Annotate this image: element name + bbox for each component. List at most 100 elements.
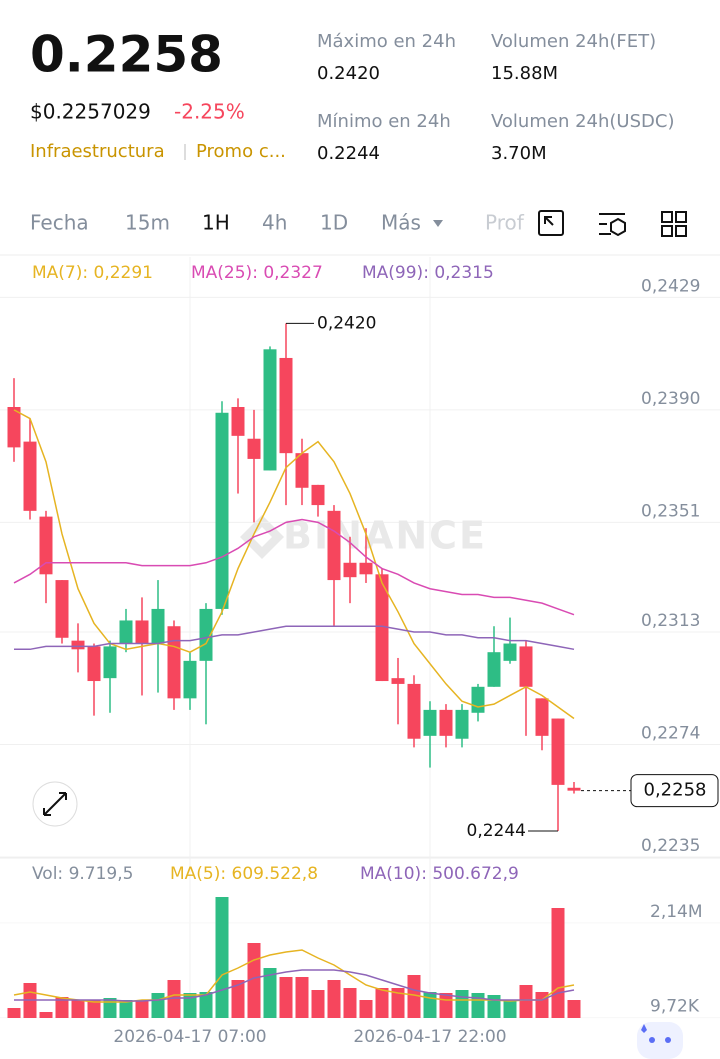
tag[interactable]: Promo c... [196, 141, 286, 162]
price: 0.2258 [30, 26, 223, 84]
candle-body [7, 407, 21, 448]
stat-value: 15.88M [491, 63, 558, 84]
tab[interactable]: 4h [262, 211, 287, 235]
x-tick-label: 2026-04-17 22:00 [353, 1027, 506, 1047]
annotation: 0,2420 [317, 313, 376, 333]
volume-bar [343, 988, 357, 1018]
stat-value: 0.2244 [317, 143, 380, 164]
volume-bar [231, 980, 245, 1018]
candle-body [87, 646, 101, 682]
last-price-label: 0,2258 [644, 780, 707, 801]
y-tick-label: 0,2351 [641, 501, 700, 521]
volume-bar [567, 1000, 581, 1018]
annotation: 0,2244 [467, 821, 526, 841]
volume-bar [359, 1000, 373, 1018]
candle-body [455, 709, 469, 739]
candle-body [423, 709, 437, 736]
y-tick-label: 2,14M [650, 902, 703, 922]
candle-body [295, 453, 309, 488]
volume-bar [135, 1000, 149, 1018]
volume-bar [103, 998, 117, 1018]
stat-value: 0.2420 [317, 63, 380, 84]
volume-bar [199, 992, 213, 1018]
volume-bar [327, 980, 341, 1018]
y-tick-label: 0,2235 [641, 836, 700, 856]
expand-button[interactable] [32, 781, 78, 827]
candle-body [263, 349, 277, 471]
stat-label: Volumen 24h(FET) [491, 31, 656, 52]
volume-bar [55, 997, 69, 1018]
candle-body [375, 574, 389, 682]
stat-value: 3.70M [491, 143, 547, 164]
volume-bar [71, 1000, 85, 1018]
legend-entry: MA(5): 609.522,8 [170, 864, 318, 884]
candle-body [215, 412, 229, 609]
volume-bar [503, 1000, 517, 1018]
watermark-logo [240, 515, 284, 559]
volume-bar [311, 990, 325, 1018]
y-tick-label: 0,2390 [641, 389, 700, 409]
candle-body [311, 484, 325, 506]
y-tick-label: 0,2429 [641, 276, 700, 296]
assistant-button[interactable] [637, 1022, 683, 1059]
candle-body [231, 407, 245, 436]
tab[interactable]: 15m [125, 211, 170, 235]
tab[interactable]: Más [381, 211, 421, 235]
ma-line [14, 625, 575, 651]
x-tick-label: 2026-04-17 07:00 [113, 1027, 266, 1047]
volume-bar [263, 968, 277, 1018]
y-tick-label: 0,2313 [641, 611, 700, 631]
volume-bar [39, 1012, 53, 1018]
watermark: BINANCE [283, 514, 487, 558]
candle-body [327, 510, 341, 581]
candle-body [103, 646, 117, 679]
candle-body [503, 643, 517, 661]
volume-bar [471, 993, 485, 1018]
stat-label: Mínimo en 24h [317, 111, 451, 132]
tag[interactable]: Infraestructura [30, 141, 165, 162]
change: -2.25% [174, 100, 245, 124]
tab[interactable]: Prof [485, 211, 525, 235]
tab[interactable]: Fecha [30, 211, 89, 235]
volume-bar [487, 995, 501, 1018]
y-tick-label: 9,72K [650, 997, 700, 1017]
volume-bar [7, 1008, 21, 1018]
candle-body [519, 646, 533, 687]
stat-label: Máximo en 24h [317, 31, 456, 52]
candle-body [183, 660, 197, 699]
candle-body [359, 562, 373, 575]
legend-entry: MA(7): 0,2291 [32, 263, 153, 283]
volume-ma-line [13, 949, 575, 1003]
price-usd: $0.2257029 [30, 100, 151, 124]
tab[interactable]: 1D [320, 211, 348, 235]
y-tick-label: 0,2274 [641, 724, 700, 744]
legend-entry: MA(10): 500.672,9 [360, 864, 519, 884]
ma-line [13, 518, 575, 616]
volume-bar [87, 1000, 101, 1018]
legend-entry: MA(25): 0,2327 [191, 263, 323, 283]
candle-body [279, 357, 293, 454]
dropdown-arrow [433, 220, 443, 227]
ma-line [13, 409, 575, 720]
candle-body [167, 626, 181, 699]
volume-bar [519, 985, 533, 1018]
volume-bar [439, 993, 453, 1018]
volume-bar [295, 977, 309, 1018]
candle-body [407, 683, 421, 739]
candle-body [391, 678, 405, 684]
volume-bar [279, 977, 293, 1018]
volume-bar [119, 1000, 133, 1018]
candle-body [247, 438, 261, 459]
toolbar-icons[interactable] [538, 210, 687, 237]
volume-bar [151, 993, 165, 1018]
tab[interactable]: 1H [202, 211, 230, 235]
candle-body [71, 640, 85, 650]
candle-body [535, 698, 549, 736]
candle-body [567, 787, 581, 791]
candle-body [23, 441, 37, 511]
candle-body [439, 709, 453, 736]
candle-body [151, 608, 165, 644]
volume-legend: Vol: 9.719,5 [32, 864, 133, 884]
